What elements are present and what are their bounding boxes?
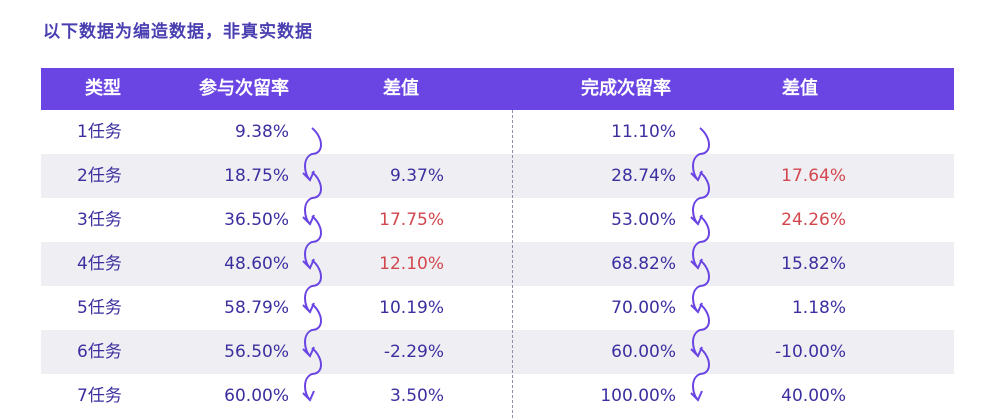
table-header: 类型 参与次留率 差值 完成次留率 差值	[41, 68, 954, 110]
header-complete-diff: 差值	[782, 78, 818, 99]
cell-complete-diff: 1.18%	[791, 298, 846, 318]
cell-join-diff: 10.19%	[379, 298, 444, 318]
table-row: 4任务 48.60% 12.10% 68.82% 15.82%	[41, 242, 954, 286]
cell-complete-rate: 11.10%	[611, 122, 676, 142]
cell-type: 3任务	[77, 210, 122, 230]
cell-complete-diff: 40.00%	[781, 386, 846, 406]
cell-join-diff: 3.50%	[389, 386, 444, 406]
cell-complete-rate: 100.00%	[600, 386, 676, 406]
cell-type: 4任务	[77, 254, 122, 274]
retention-table: 类型 参与次留率 差值 完成次留率 差值 1任务 9.38% 11.10% 2任务 18…	[41, 68, 954, 418]
cell-join-rate: 56.50%	[224, 342, 289, 362]
cell-join-diff: 12.10%	[379, 254, 444, 274]
cell-join-diff: 17.75%	[379, 210, 444, 230]
table-row: 6任务 56.50% -2.29% 60.00% -10.00%	[41, 330, 954, 374]
cell-type: 7任务	[77, 386, 122, 406]
cell-type: 1任务	[77, 122, 122, 142]
cell-join-diff: -2.29%	[383, 342, 444, 362]
cell-join-rate: 48.60%	[224, 254, 289, 274]
cell-complete-rate: 28.74%	[611, 166, 676, 186]
header-join-diff: 差值	[383, 78, 419, 99]
header-join-rate: 参与次留率	[199, 78, 289, 99]
cell-complete-diff: 15.82%	[781, 254, 846, 274]
cell-complete-diff: -10.00%	[775, 342, 846, 362]
cell-join-rate: 18.75%	[224, 166, 289, 186]
table-row: 2任务 18.75% 9.37% 28.74% 17.64%	[41, 154, 954, 198]
header-complete-rate: 完成次留率	[581, 78, 671, 99]
cell-type: 6任务	[77, 342, 122, 362]
data-disclaimer: 以下数据为编造数据，非真实数据	[43, 22, 313, 42]
cell-type: 5任务	[77, 298, 122, 318]
cell-join-rate: 58.79%	[224, 298, 289, 318]
table-row: 7任务 60.00% 3.50% 100.00% 40.00%	[41, 374, 954, 418]
table-body: 1任务 9.38% 11.10% 2任务 18.75% 9.37% 28.74% 17.64%…	[41, 110, 954, 418]
cell-complete-rate: 60.00%	[611, 342, 676, 362]
table-row: 3任务 36.50% 17.75% 53.00% 24.26%	[41, 198, 954, 242]
cell-join-rate: 9.38%	[234, 122, 289, 142]
cell-complete-rate: 70.00%	[611, 298, 676, 318]
cell-join-diff: 9.37%	[389, 166, 444, 186]
cell-complete-diff: 17.64%	[781, 166, 846, 186]
cell-join-rate: 60.00%	[224, 386, 289, 406]
cell-type: 2任务	[77, 166, 122, 186]
table-row: 1任务 9.38% 11.10%	[41, 110, 954, 154]
cell-complete-rate: 53.00%	[611, 210, 676, 230]
table-row: 5任务 58.79% 10.19% 70.00% 1.18%	[41, 286, 954, 330]
cell-complete-diff: 24.26%	[781, 210, 846, 230]
cell-join-rate: 36.50%	[224, 210, 289, 230]
cell-complete-rate: 68.82%	[611, 254, 676, 274]
column-divider	[512, 110, 513, 418]
header-type: 类型	[85, 78, 121, 99]
